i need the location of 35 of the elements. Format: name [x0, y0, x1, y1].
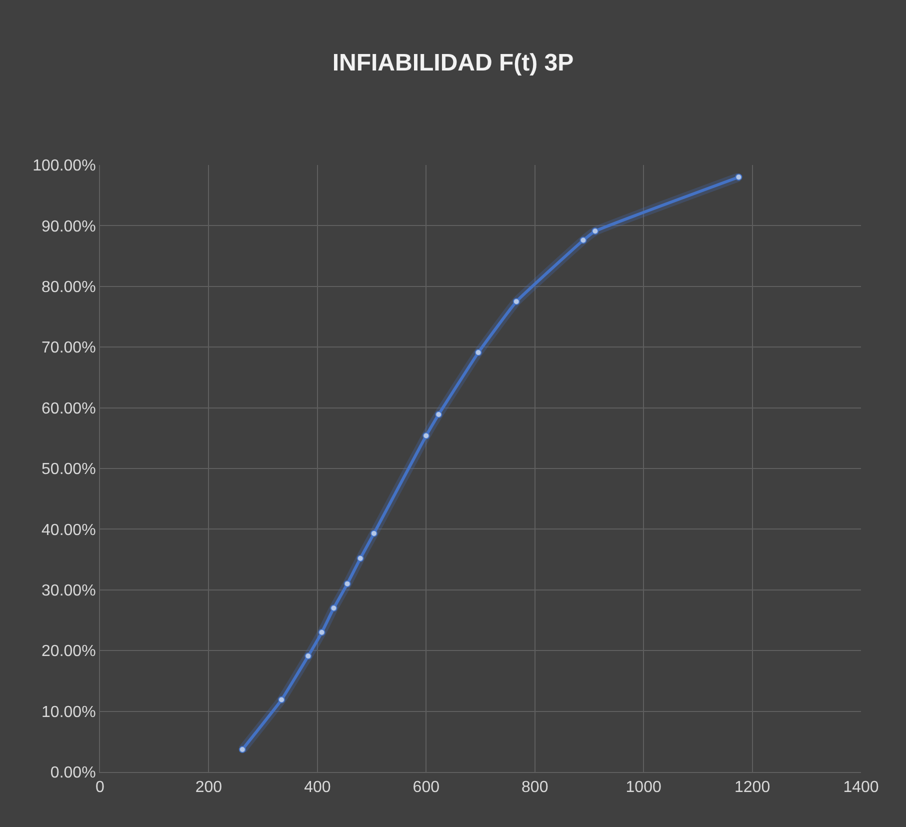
y-tick-label: 0.00% — [50, 764, 96, 782]
point — [330, 604, 338, 612]
point — [512, 298, 520, 306]
point — [580, 236, 587, 244]
x-tick-label: 0 — [96, 779, 105, 796]
x-tick-label: 1200 — [734, 779, 770, 796]
point — [422, 432, 430, 440]
point — [735, 174, 742, 181]
y-tick-label: 40.00% — [42, 522, 96, 539]
chart-title: INFIABILIDAD F(t) 3P — [332, 50, 574, 77]
point — [356, 554, 364, 562]
y-tick-label: 80.00% — [42, 279, 96, 296]
point — [435, 410, 442, 418]
x-tick-label: 200 — [195, 779, 222, 796]
y-tick-label: 70.00% — [42, 340, 96, 357]
point — [278, 696, 286, 704]
y-tick-label: 100.00% — [32, 158, 96, 175]
x-tick-label: 1000 — [626, 779, 662, 796]
y-tick-label: 10.00% — [42, 704, 96, 721]
x-tick-label: 1400 — [843, 779, 879, 796]
x-tick-label: 600 — [412, 779, 440, 796]
point — [592, 228, 599, 235]
point — [304, 652, 312, 660]
point — [370, 530, 378, 537]
point — [318, 628, 326, 636]
x-tick-label: 400 — [304, 779, 331, 796]
y-tick-label: 50.00% — [42, 461, 96, 478]
x-tick-label: 800 — [522, 779, 548, 796]
y-tick-label: 90.00% — [42, 218, 96, 236]
y-tick-label: 20.00% — [42, 643, 96, 660]
point — [474, 349, 482, 356]
y-tick-label: 30.00% — [42, 582, 96, 600]
point — [238, 746, 246, 754]
y-tick-label: 60.00% — [42, 400, 96, 418]
point — [344, 580, 351, 588]
